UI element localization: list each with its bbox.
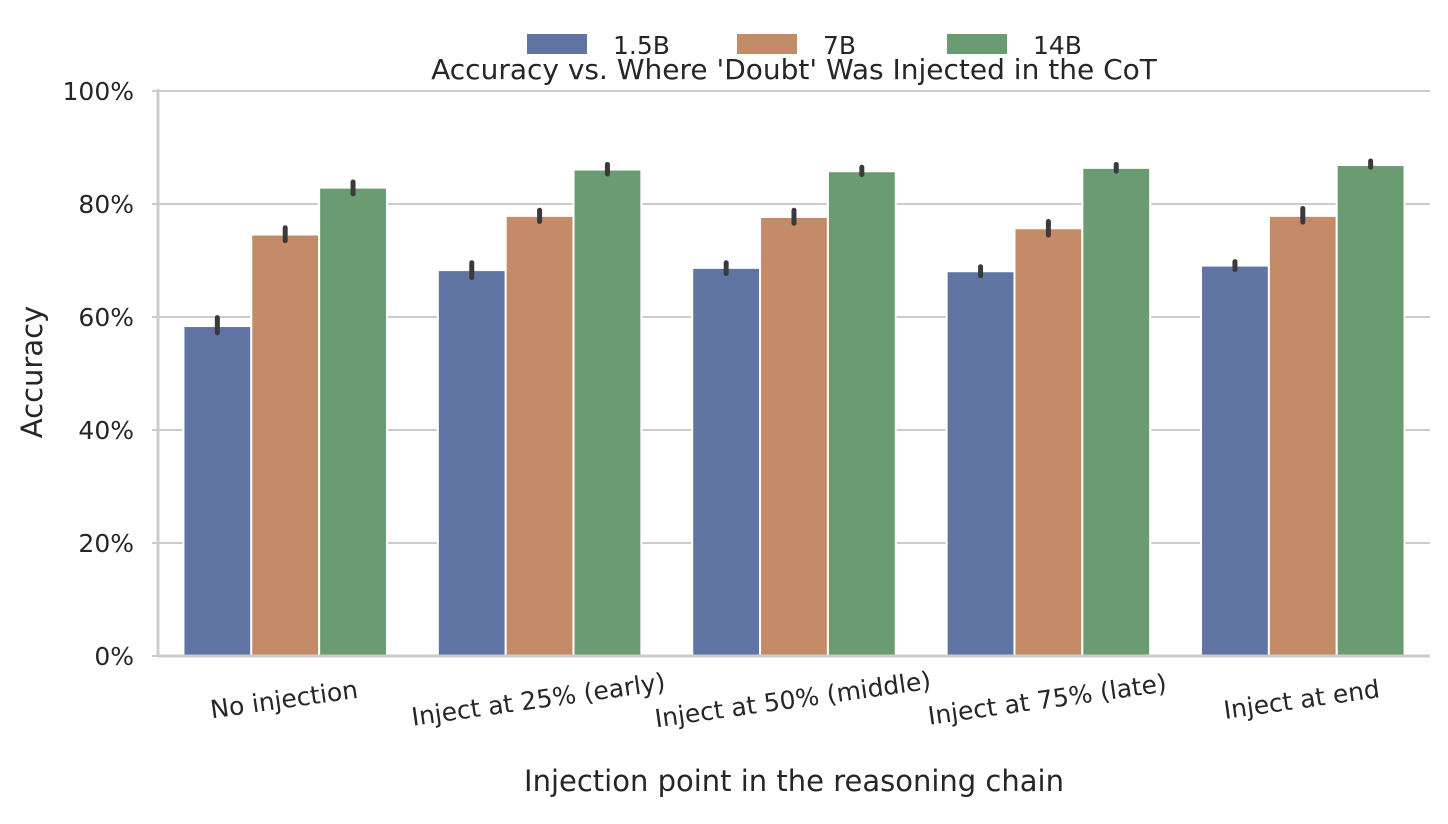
y-tick-label: 80%	[78, 190, 134, 219]
bar	[572, 168, 643, 657]
bar	[1267, 214, 1338, 658]
chart-title: Accuracy vs. Where 'Doubt' Was Injected …	[431, 53, 1158, 86]
error-bars	[214, 158, 1374, 336]
y-tick-label: 60%	[78, 303, 134, 332]
x-tick-label: No injection	[208, 675, 359, 724]
bar	[436, 269, 507, 657]
bar	[1335, 164, 1406, 657]
bar	[1200, 264, 1270, 657]
legend: 1.5B 7B 14B	[527, 31, 1082, 60]
bar	[759, 215, 829, 657]
bars	[182, 164, 1406, 658]
bar	[826, 170, 897, 657]
axes	[156, 89, 1430, 658]
legend-swatch	[737, 34, 797, 54]
legend-swatch	[947, 34, 1007, 54]
x-tick-labels: No injection Inject at 25% (early)Inject …	[208, 666, 1381, 733]
legend-label: 14B	[1033, 31, 1082, 60]
bar	[945, 270, 1016, 657]
bar	[691, 266, 762, 657]
bar	[318, 186, 388, 658]
legend-swatch	[527, 34, 587, 54]
x-axis-title: Injection point in the reasoning chain	[524, 764, 1064, 798]
y-axis-title: Accuracy	[15, 306, 49, 438]
y-tick-label: 20%	[78, 529, 134, 558]
legend-label: 1.5B	[613, 31, 670, 60]
y-tick-label: 0%	[94, 642, 134, 671]
legend-label: 7B	[823, 31, 856, 60]
y-tick-labels: 0% 20% 40% 60% 80% 100%	[63, 77, 158, 671]
y-tick-label: 40%	[78, 416, 134, 445]
x-tick-label: Inject at 50% (middle)	[653, 666, 933, 733]
x-tick-label: Inject at 25% (early)	[410, 667, 667, 731]
y-tick-label: 100%	[63, 77, 134, 106]
x-tick-label: Inject at end	[1222, 674, 1382, 725]
bar	[504, 214, 575, 658]
bar	[1013, 227, 1084, 657]
x-tick-label: Inject at 75% (late)	[926, 668, 1168, 730]
bar	[250, 233, 321, 657]
bar	[1081, 166, 1152, 657]
bar	[182, 325, 253, 657]
